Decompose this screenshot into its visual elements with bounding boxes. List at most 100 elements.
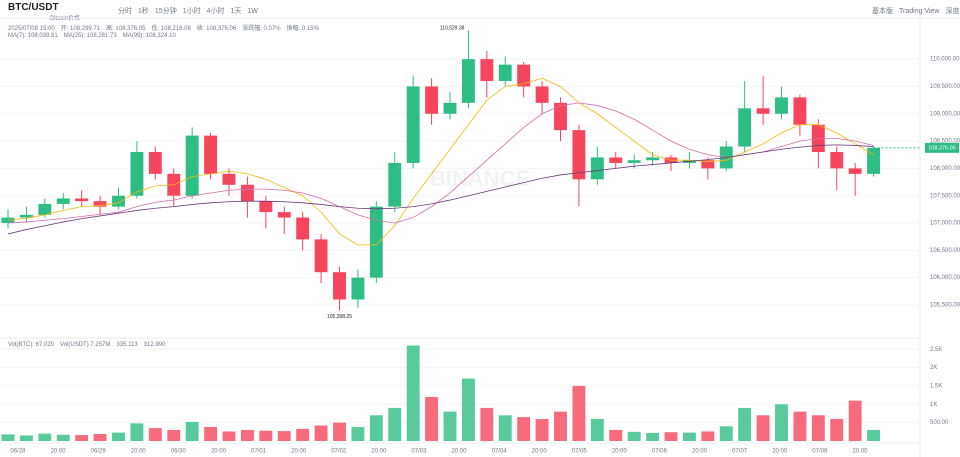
y-tick-label: 109,500.00 (930, 84, 960, 90)
volume-bar (185, 421, 199, 441)
high-label: 110,529.38 (440, 26, 465, 32)
vol-item: 335.113 (116, 342, 138, 348)
watermark: BINANCE (430, 166, 530, 191)
volume-bar (498, 415, 512, 441)
volume-bar (627, 431, 641, 441)
candle-body (609, 157, 623, 163)
candle-body (259, 201, 273, 213)
x-tick-label: 20:00 (371, 449, 387, 455)
y-tick-label: 108,500.00 (930, 139, 960, 145)
interval-button[interactable]: 分时 (118, 8, 132, 15)
info-item: 高: 108,376.05 (106, 26, 146, 32)
volume-bar (590, 418, 604, 441)
volume-bar (535, 418, 549, 441)
candle-body (738, 108, 752, 147)
interval-button[interactable]: 15分钟 (154, 8, 177, 15)
volume-bar (1, 434, 15, 441)
ma-item: MA(7): 108,039.81 (8, 33, 58, 39)
x-tick-label: 20:00 (532, 449, 548, 455)
candle-body (204, 135, 218, 174)
mode-button[interactable]: Trading View (899, 8, 940, 15)
ma-item: MA(99): 108,324.10 (122, 33, 176, 39)
volume-bar (719, 426, 733, 441)
volume-bar (19, 435, 33, 441)
x-tick-label: 20:00 (211, 449, 227, 455)
candle-body (848, 168, 862, 174)
volume-bar (112, 432, 125, 441)
mode-button[interactable]: 深度图 (945, 8, 960, 15)
x-tick-label: 20:00 (772, 449, 788, 455)
volume-bar (811, 415, 825, 441)
candle-body (19, 214, 33, 218)
x-tick-label: 20:00 (51, 449, 67, 455)
x-tick-label: 20:00 (451, 449, 467, 455)
volume-bar (830, 418, 844, 441)
candle-body (535, 86, 549, 103)
candle-body (333, 272, 346, 300)
vol-tick-label: 2K (930, 365, 937, 371)
volume-bar (517, 417, 531, 441)
candle-body (406, 86, 420, 163)
candle-body (590, 157, 604, 180)
intervals: 分时 1秒 15分钟 1小时 4小时 1天 1W (118, 6, 264, 16)
y-tick-label: 107,500.00 (930, 193, 960, 199)
candle-body (756, 108, 770, 114)
interval-button[interactable]: 1W (247, 8, 258, 15)
candle-body (627, 160, 641, 163)
volume-bar (443, 411, 457, 441)
candle-body (314, 239, 328, 273)
volume-bar (222, 431, 236, 441)
volume-bar (296, 428, 310, 441)
candle-body (93, 201, 107, 207)
info-item: 涨跌幅: 0.07% (242, 26, 281, 32)
interval-button[interactable]: 1秒 (138, 8, 149, 15)
volume-bar (775, 404, 788, 441)
volume-bar (38, 433, 52, 441)
volume-bar (554, 411, 567, 441)
y-tick-label: 107,000.00 (930, 221, 960, 227)
candle-body (443, 102, 457, 114)
volume-bar (167, 429, 181, 441)
volume-bar (756, 415, 770, 441)
volume-bar (93, 434, 107, 441)
vol-item: 312.990 (143, 342, 166, 348)
volume-bar (277, 431, 291, 441)
interval-button[interactable]: 4小时 (206, 8, 225, 15)
volume-bar (701, 431, 715, 441)
candle-body (793, 97, 807, 125)
interval-button[interactable]: 1天 (230, 8, 242, 15)
y-tick-label: 108,000.00 (930, 166, 960, 172)
x-tick-label: 06/28 (10, 449, 26, 455)
last-price-box (925, 142, 959, 153)
x-tick-label: 07/02 (331, 449, 347, 455)
candle-body (480, 59, 494, 81)
info-item: 振幅: 0.15% (286, 26, 319, 32)
low-label: 105,398.25 (327, 314, 352, 320)
subtitle: Bitcoin价格 (50, 16, 81, 22)
mode-button[interactable]: 基本版 (872, 8, 893, 15)
candle-body (517, 64, 531, 87)
candle-body (775, 97, 788, 114)
info-line: 2025/07/08 15:00 开: 108,299.71 高: 108,376.… (8, 23, 325, 32)
x-tick-label: 07/08 (812, 449, 828, 455)
x-tick-label: 20:00 (852, 449, 868, 455)
interval-button[interactable]: 1小时 (182, 8, 201, 15)
volume-bar (406, 345, 420, 441)
volume-bar (425, 396, 439, 441)
candle-body (112, 195, 125, 207)
volume-bar (461, 378, 475, 441)
y-tick-label: 109,000.00 (930, 111, 960, 117)
vol-item: Vol(USDT) 7.257M (60, 342, 111, 348)
x-tick-label: 20:00 (131, 449, 147, 455)
candle-body (56, 198, 70, 204)
candle-body (646, 157, 660, 161)
vol-line: Vol(BTC): 67.020 Vol(USDT) 7.257M 335.113 3… (8, 342, 171, 348)
vol-tick-label: 2.5K (930, 347, 942, 353)
info-item: 开: 108,299.71 (60, 26, 101, 32)
ma-line (7, 77, 874, 246)
candle-body (388, 162, 402, 207)
candle-body (38, 203, 52, 215)
pair[interactable]: BTC/USDT (8, 2, 59, 13)
volume-bar (480, 407, 494, 441)
